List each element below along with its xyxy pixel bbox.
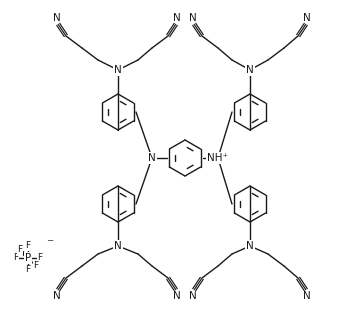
Text: N: N — [148, 153, 156, 163]
Text: F: F — [33, 261, 39, 271]
Text: N: N — [246, 241, 254, 251]
Text: N: N — [114, 241, 122, 251]
Text: N: N — [189, 291, 197, 301]
Text: N: N — [246, 65, 254, 75]
Text: N: N — [53, 291, 61, 301]
Text: F: F — [38, 254, 43, 262]
Text: N: N — [189, 13, 197, 23]
Text: ⁻: ⁻ — [46, 237, 54, 251]
Text: F: F — [25, 266, 30, 274]
Text: F: F — [14, 254, 19, 262]
Text: N: N — [53, 13, 61, 23]
Text: NH⁺: NH⁺ — [208, 153, 228, 163]
Text: F: F — [18, 245, 23, 255]
Text: P: P — [25, 253, 31, 263]
Text: N: N — [303, 291, 311, 301]
Text: N: N — [303, 13, 311, 23]
Text: N: N — [173, 291, 181, 301]
Text: N: N — [173, 13, 181, 23]
Text: N: N — [114, 65, 122, 75]
Text: F: F — [25, 242, 30, 250]
